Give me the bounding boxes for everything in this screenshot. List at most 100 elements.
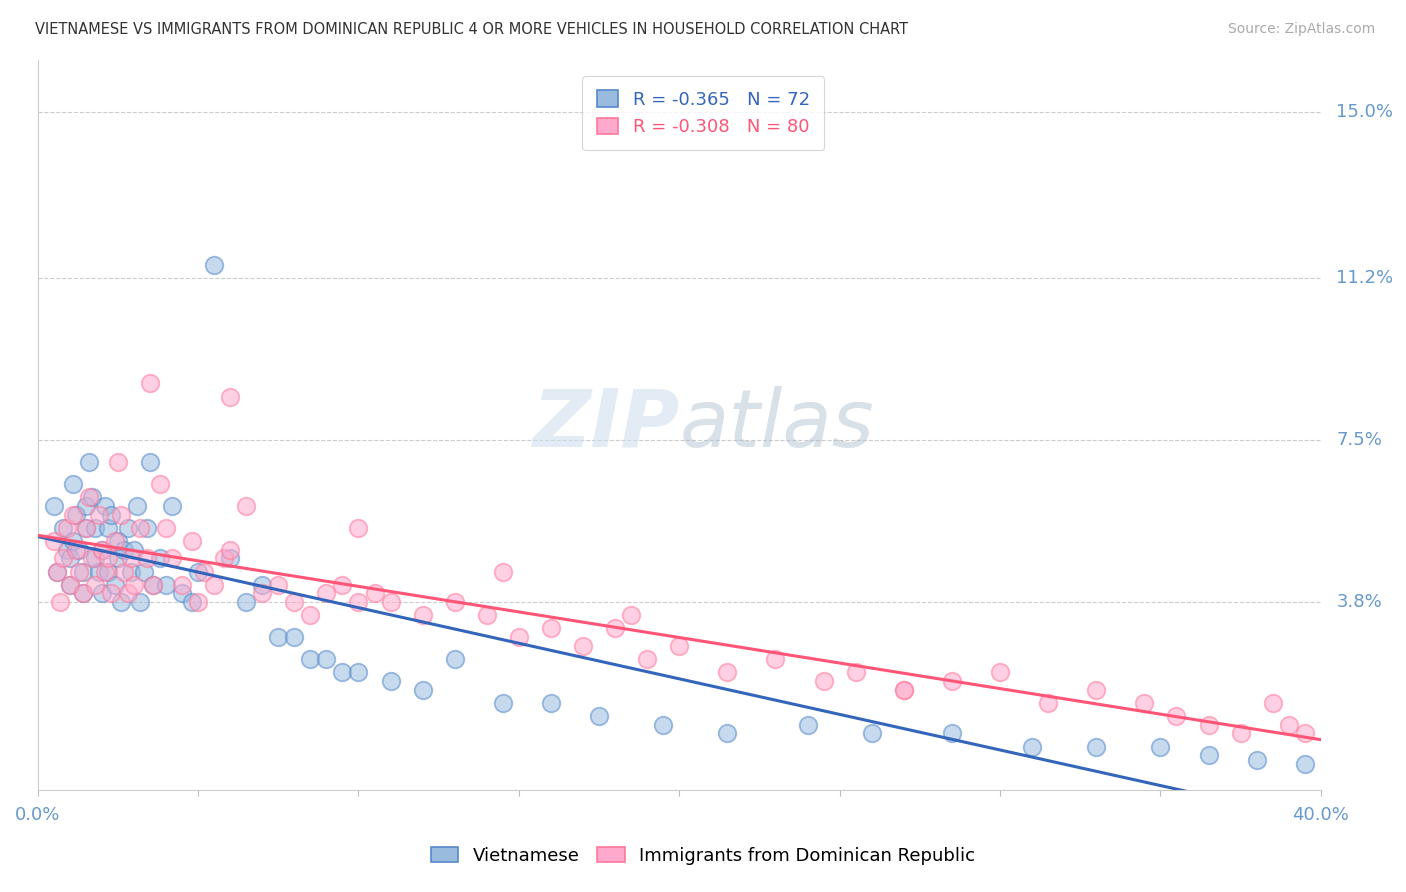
Point [72,586,94,600]
Point [716,726,738,740]
Point [363,586,385,600]
Point [84,551,107,566]
Point [84,521,107,535]
Point [87,508,110,522]
Point [540,696,562,710]
Point [1246,753,1268,767]
Text: 0.0%: 0.0% [15,806,60,824]
Point [492,696,515,710]
Point [235,499,257,513]
Point [193,565,215,579]
Point [97,551,120,566]
Point [49,595,72,609]
Point [62,508,84,522]
Point [87,565,110,579]
Point [120,551,142,566]
Point [77,455,100,469]
Point [893,682,915,697]
Point [1261,696,1284,710]
Point [110,595,132,609]
Point [443,652,465,666]
Point [267,630,290,644]
Point [72,586,94,600]
Legend: R = -0.365   N = 72, R = -0.308   N = 80: R = -0.365 N = 72, R = -0.308 N = 80 [582,76,824,151]
Point [219,390,242,404]
Point [252,577,274,591]
Point [112,542,135,557]
Point [1278,717,1301,731]
Point [104,577,127,591]
Point [412,682,434,697]
Point [1198,748,1220,763]
Point [75,521,97,535]
Point [508,630,530,644]
Point [65,542,87,557]
Point [796,717,818,731]
Point [55,521,77,535]
Point [75,499,97,513]
Point [252,586,274,600]
Point [122,542,145,557]
Point [170,586,193,600]
Point [315,652,337,666]
Point [347,595,370,609]
Point [67,542,90,557]
Point [492,565,515,579]
Point [127,499,149,513]
Point [142,577,165,591]
Text: 40.0%: 40.0% [1292,806,1350,824]
Point [59,577,82,591]
Point [42,499,65,513]
Point [117,521,139,535]
Text: 11.2%: 11.2% [1336,269,1393,287]
Point [139,455,162,469]
Point [117,586,139,600]
Point [202,258,225,272]
Point [716,665,738,680]
Point [77,490,100,504]
Point [1198,717,1220,731]
Point [299,652,322,666]
Point [112,565,135,579]
Point [84,577,107,591]
Point [129,595,152,609]
Point [845,665,868,680]
Point [202,577,225,591]
Point [187,595,209,609]
Point [45,565,67,579]
Point [45,565,67,579]
Point [82,490,104,504]
Point [107,455,129,469]
Text: VIETNAMESE VS IMMIGRANTS FROM DOMINICAN REPUBLIC 4 OR MORE VEHICLES IN HOUSEHOLD: VIETNAMESE VS IMMIGRANTS FROM DOMINICAN … [35,22,908,37]
Point [1085,739,1108,754]
Point [67,565,90,579]
Point [82,551,104,566]
Point [180,595,202,609]
Point [572,639,595,653]
Point [860,726,883,740]
Point [75,521,97,535]
Point [380,595,402,609]
Point [212,551,235,566]
Point [104,533,127,548]
Point [636,652,658,666]
Point [332,577,354,591]
Point [1085,682,1108,697]
Text: 15.0%: 15.0% [1336,103,1393,121]
Point [332,665,354,680]
Point [155,577,177,591]
Point [219,551,242,566]
Point [475,608,498,623]
Point [652,717,675,731]
Point [122,577,145,591]
Point [135,551,157,566]
Point [110,508,132,522]
Point [72,565,94,579]
Point [149,477,172,491]
Point [100,586,122,600]
Point [941,673,963,688]
Legend: Vietnamese, Immigrants from Dominican Republic: Vietnamese, Immigrants from Dominican Re… [423,840,983,872]
Point [162,499,184,513]
Point [267,577,290,591]
Point [1166,709,1188,723]
